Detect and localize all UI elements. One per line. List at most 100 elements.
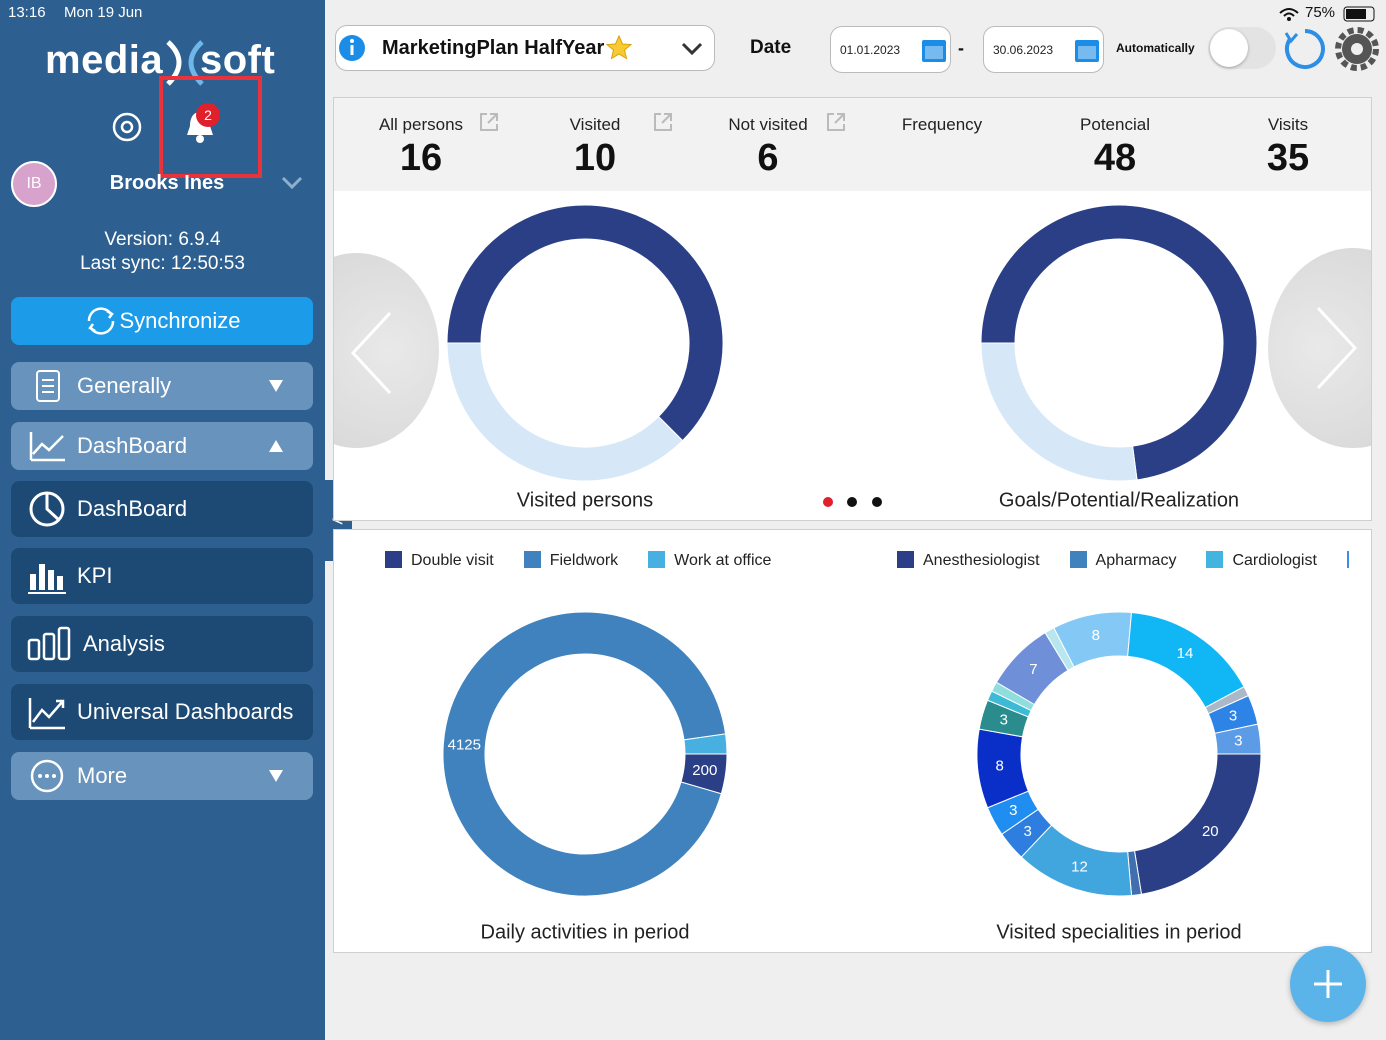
data-label: 8 [1092, 627, 1100, 644]
open-link-icon[interactable] [478, 111, 500, 133]
legend: Anesthesiologist Apharmacy Cardiologist Den [897, 551, 1349, 570]
auto-label: Automatically [1116, 41, 1195, 55]
menu-icon [28, 564, 66, 594]
legend-label: Work at office [674, 552, 772, 569]
chart-title: Visited specialities in period [996, 921, 1241, 943]
user-chevron[interactable] [280, 175, 304, 191]
donut-segment [446, 204, 724, 442]
sync-button[interactable]: Synchronize [11, 297, 313, 345]
avatar: IB [11, 161, 57, 207]
data-label: 8 [996, 758, 1004, 775]
menu-item[interactable]: More [11, 752, 313, 800]
legend-swatch [648, 551, 666, 568]
settings-icon[interactable] [108, 108, 146, 146]
data-label: 20 [1202, 823, 1219, 840]
refresh-button[interactable] [1283, 27, 1327, 71]
menu-item[interactable]: DashBoard [11, 481, 313, 537]
stat-value: 35 [1266, 137, 1310, 179]
collapse-arrow [269, 440, 283, 452]
donut-segment [442, 611, 727, 897]
icon-path [654, 113, 672, 131]
legend-label: Apharmacy [1095, 552, 1177, 569]
status-icons [1279, 6, 1375, 22]
data-label: 200 [692, 762, 717, 779]
data-label: 4125 [448, 736, 481, 753]
stat-label: Visited [569, 115, 621, 134]
date-to[interactable]: 30.06.2023 [983, 26, 1104, 73]
stat-value: 6 [757, 137, 779, 179]
menu-label: More [77, 763, 128, 788]
menu-item[interactable]: Analysis [11, 616, 313, 672]
stat-value: 16 [399, 137, 443, 179]
open-link-icon[interactable] [825, 111, 847, 133]
notification-badge: 2 [196, 103, 220, 127]
legend-swatch [1206, 551, 1224, 568]
auto-toggle[interactable] [1208, 27, 1276, 69]
data-label: 3 [1024, 823, 1032, 840]
dropdown-chevron [681, 42, 703, 56]
menu-icon [27, 626, 71, 661]
page-dots [823, 497, 882, 507]
legend-item: Work at office [648, 551, 771, 570]
stat-label: Visits [1267, 115, 1309, 134]
data-label: 3 [1234, 732, 1242, 749]
stats-band [334, 98, 1371, 191]
donut-segment [1214, 723, 1262, 755]
data-label: 3 [1009, 802, 1017, 819]
settings-button[interactable] [1335, 27, 1379, 71]
menu-item[interactable]: Universal Dashboards [11, 684, 313, 740]
sidebar: 13:16 Mon 19 Jun media soft 2 IB Brooks … [0, 0, 325, 1040]
star-icon [606, 34, 633, 60]
plus-icon [1314, 970, 1342, 998]
add-button[interactable] [1290, 946, 1366, 1022]
menu-icon [29, 432, 65, 462]
icon-path [827, 113, 845, 131]
next-chevron [1316, 306, 1358, 390]
menu-label: DashBoard [77, 496, 188, 521]
donut-segment [683, 733, 728, 755]
stat-value: 10 [573, 137, 617, 179]
legend-item: Fieldwork [523, 551, 618, 570]
calendar-icon [1075, 40, 1099, 62]
legend-item: Anesthesiologist [897, 551, 1040, 570]
stat: Potencial 48 [1030, 115, 1200, 180]
menu-label: Universal Dashboards [77, 699, 294, 724]
chart-title: Goals/Potential/Realization [999, 489, 1239, 511]
legend-item: Den [1346, 551, 1349, 570]
highlight-box [159, 76, 262, 178]
calendar-icon [922, 40, 946, 62]
legend-swatch [897, 551, 914, 568]
icon-path [480, 113, 498, 131]
legend-label: Cardiologist [1232, 552, 1317, 569]
date-to-text: 30.06.2023 [993, 43, 1054, 57]
battery-label: 75% [1305, 4, 1336, 21]
legend-item: Cardiologist [1206, 551, 1317, 570]
data-label: 3 [1000, 712, 1008, 729]
stat: All persons 16 [336, 115, 506, 180]
chart-title: Visited persons [517, 489, 653, 511]
stat-value: 48 [1093, 137, 1137, 179]
menu-icon [28, 698, 65, 730]
data-label: 7 [1029, 661, 1037, 678]
menu-label: KPI [77, 563, 113, 588]
chart-title: Daily activities in period [481, 921, 690, 943]
user-name: Brooks Ines [109, 172, 225, 194]
menu-label: Analysis [83, 631, 165, 656]
menu-item[interactable]: Generally [11, 362, 313, 410]
menu-item[interactable]: DashBoard [11, 422, 313, 470]
stat: Frequency [857, 115, 1027, 135]
date-from-text: 01.01.2023 [840, 43, 901, 57]
donut-segment [446, 342, 684, 482]
donut-segment [1133, 753, 1262, 895]
stat-label: Frequency [901, 115, 983, 134]
logo-mark [166, 40, 204, 86]
open-link-icon[interactable] [652, 111, 674, 133]
plan-select[interactable]: MarketingPlan HalfYear [335, 25, 715, 71]
menu-label: Generally [77, 373, 172, 398]
menu-item[interactable]: KPI [11, 548, 313, 604]
date-from[interactable]: 01.01.2023 [830, 26, 951, 73]
status-date: Mon 19 Jun [64, 4, 143, 21]
toggle-knob [1210, 29, 1248, 67]
donut-segment [980, 342, 1138, 482]
